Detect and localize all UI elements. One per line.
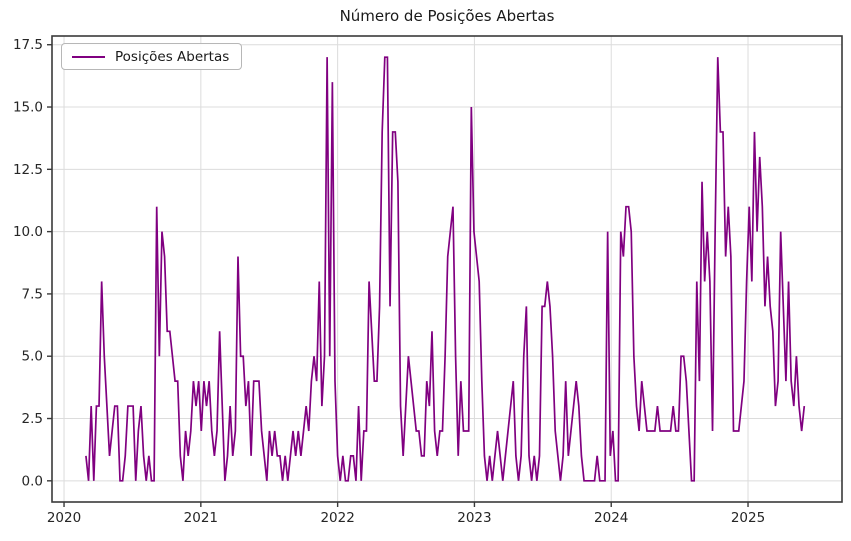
x-tick-label: 2025 [731,510,765,526]
legend: Posições Abertas [61,43,243,70]
x-tick-label: 2023 [457,510,491,526]
y-tick-label: 10.0 [13,224,43,240]
x-tick-label: 2021 [184,510,218,526]
y-tick-label: 0.0 [22,473,43,489]
legend-label: Posições Abertas [115,48,230,65]
series-line-posicoes-abertas [85,56,806,482]
chart-title: Número de Posições Abertas [339,7,555,25]
y-tick-label: 7.5 [22,286,43,302]
y-tick-label: 2.5 [22,411,43,427]
y-tick-label: 17.5 [13,37,43,53]
x-tick-label: 2020 [47,510,81,526]
y-tick-label: 12.5 [13,162,43,178]
x-tick-label: 2022 [320,510,354,526]
y-tick-label: 5.0 [22,349,43,365]
axes-spines [51,35,843,503]
x-tick-label: 2024 [594,510,628,526]
y-tick-label: 15.0 [13,100,43,116]
legend-line-swatch [72,55,105,58]
